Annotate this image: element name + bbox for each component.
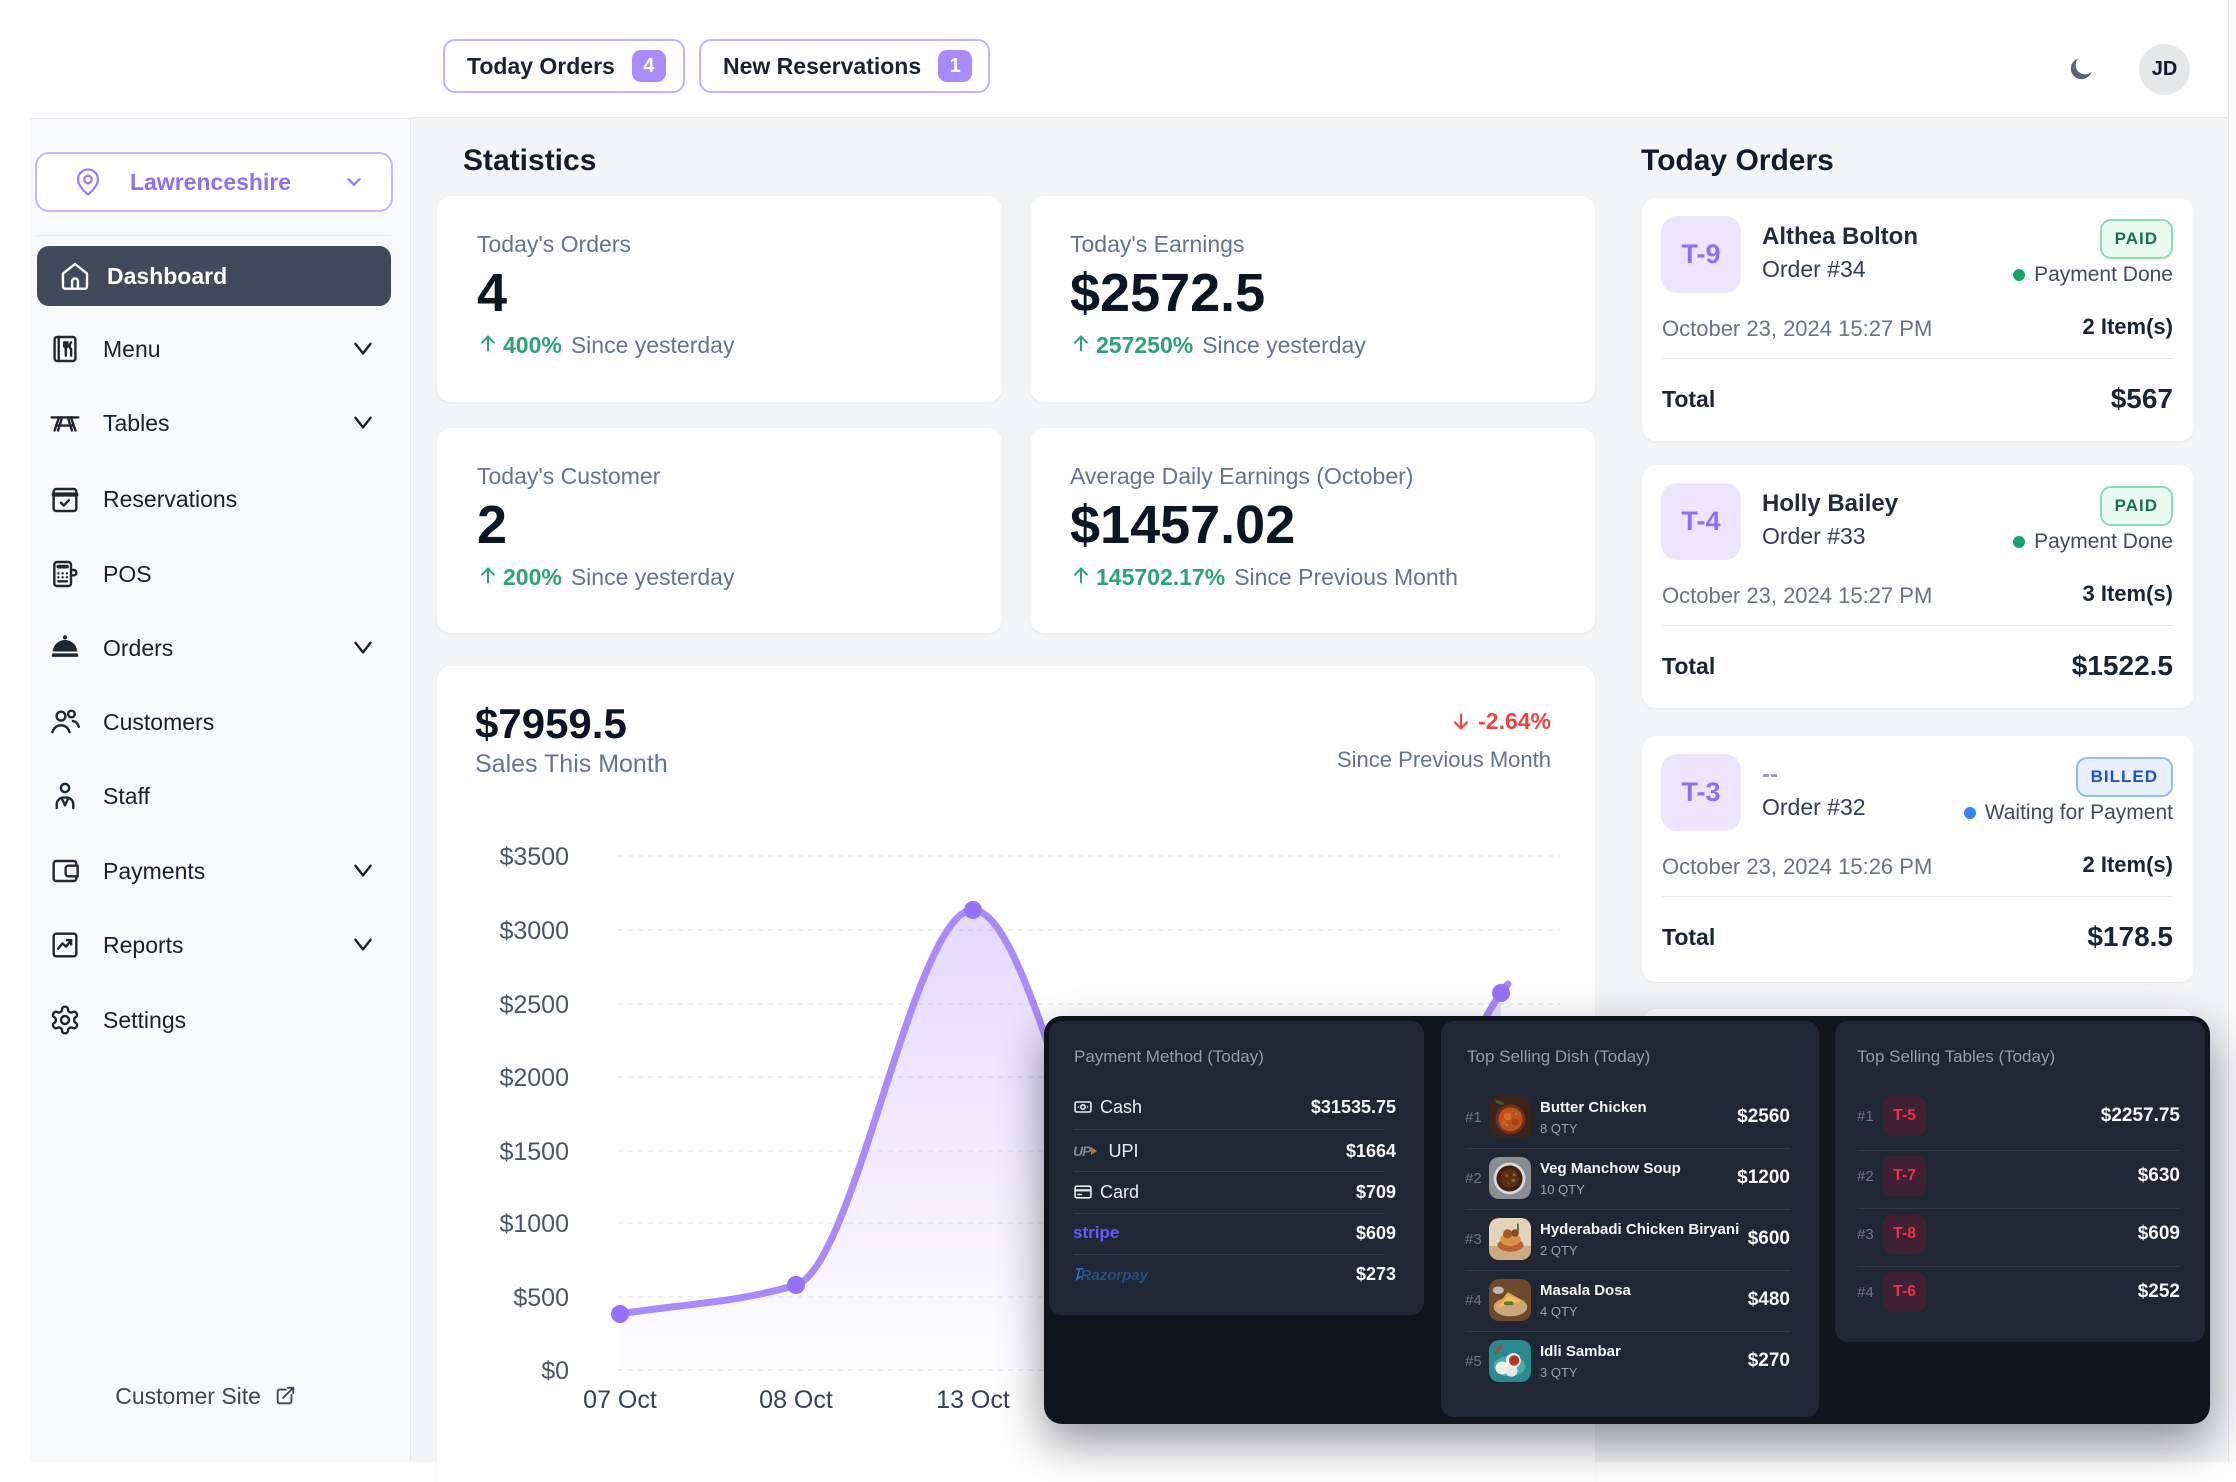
svg-text:$3500: $3500 [499,843,569,871]
svg-text:13 Oct: 13 Oct [936,1386,1010,1414]
svg-text:$1000: $1000 [499,1210,569,1238]
svg-text:$2500: $2500 [499,991,569,1019]
svg-text:$0: $0 [541,1357,569,1385]
svg-text:07 Oct: 07 Oct [583,1386,657,1414]
svg-text:$500: $500 [513,1284,569,1312]
svg-text:$1500: $1500 [499,1138,569,1166]
svg-text:$3000: $3000 [499,917,569,945]
svg-text:$2000: $2000 [499,1064,569,1092]
svg-text:08 Oct: 08 Oct [759,1386,833,1414]
